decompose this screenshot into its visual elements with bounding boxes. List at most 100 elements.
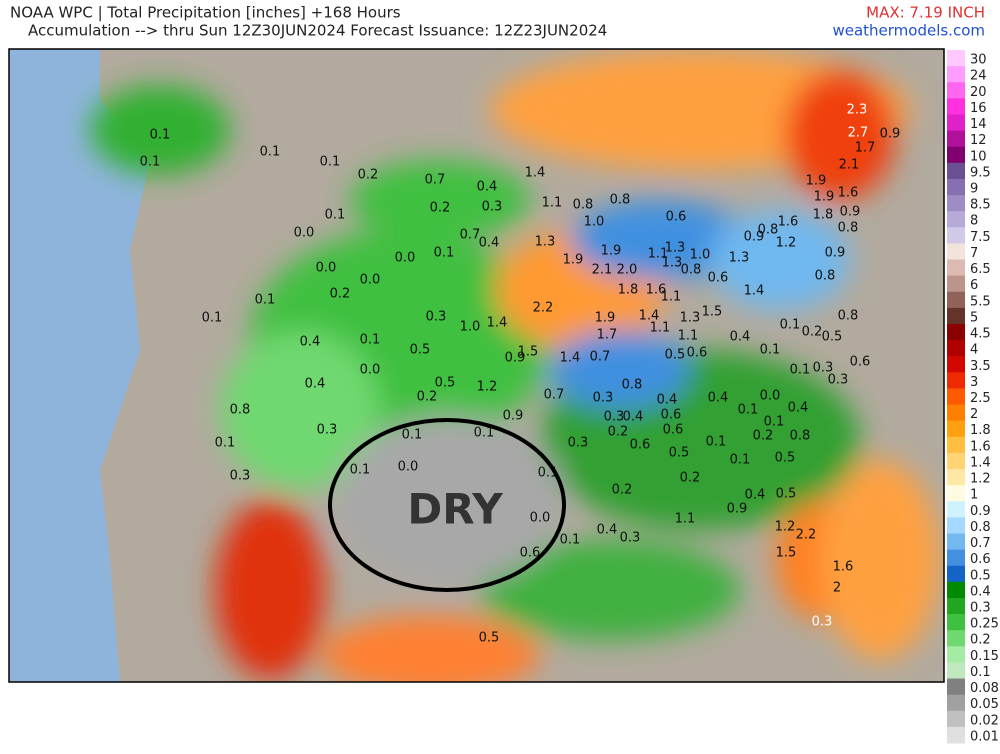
colorbar-swatch bbox=[947, 372, 965, 389]
precip-label: 0.1 bbox=[150, 128, 171, 143]
precip-label: 1.5 bbox=[518, 345, 539, 360]
precip-label: 0.3 bbox=[230, 469, 251, 484]
colorbar-swatch bbox=[947, 66, 965, 83]
colorbar-label: 9.5 bbox=[970, 165, 991, 180]
precip-label: 0.0 bbox=[360, 273, 381, 288]
precip-label: 0.1 bbox=[320, 155, 341, 170]
colorbar-swatch bbox=[947, 50, 965, 67]
colorbar-label: 5.5 bbox=[970, 294, 991, 309]
precip-label: 1.9 bbox=[814, 190, 835, 205]
precip-label: 0.2 bbox=[417, 390, 438, 405]
precip-label: 0.1 bbox=[474, 426, 495, 441]
precip-label: 0.2 bbox=[680, 471, 701, 486]
precip-label: 0.6 bbox=[708, 271, 729, 286]
precip-label: 0.4 bbox=[477, 180, 498, 195]
precip-label: 1.7 bbox=[597, 328, 618, 343]
precip-label: 0.8 bbox=[681, 263, 702, 278]
site-credit: weathermodels.com bbox=[832, 22, 985, 40]
title: NOAA WPC | Total Precipitation [inches] … bbox=[10, 4, 401, 22]
precip-label: 0.5 bbox=[665, 348, 686, 363]
colorbar-label: 0.5 bbox=[970, 568, 991, 583]
map bbox=[9, 49, 944, 682]
colorbar-label: 5 bbox=[970, 310, 978, 325]
precip-label: 0.0 bbox=[360, 363, 381, 378]
precip-label: 1.1 bbox=[542, 196, 563, 211]
precip-label: 0.0 bbox=[294, 226, 315, 241]
precip-label: 0.9 bbox=[825, 246, 846, 261]
colorbar-label: 1.2 bbox=[970, 472, 991, 487]
precip-label: 0.0 bbox=[316, 261, 337, 276]
colorbar-swatch bbox=[947, 114, 965, 132]
precip-label: 2.2 bbox=[533, 301, 554, 316]
precip-label: 1.9 bbox=[595, 311, 616, 326]
precip-label: 2.7 bbox=[848, 126, 869, 141]
colorbar-swatch bbox=[947, 501, 965, 518]
precip-label: 1.1 bbox=[661, 290, 682, 305]
colorbar-swatch bbox=[947, 565, 965, 583]
precip-label: 0.6 bbox=[687, 346, 708, 361]
precip-label: 0.8 bbox=[838, 309, 859, 324]
colorbar-label: 0.15 bbox=[970, 649, 999, 664]
colorbar-swatch bbox=[947, 243, 965, 261]
colorbar-label: 0.6 bbox=[970, 552, 991, 567]
precip-label: 0.5 bbox=[776, 487, 797, 502]
precip-label: 1.9 bbox=[563, 253, 584, 268]
precip-label: 0.2 bbox=[802, 325, 823, 340]
precip-label: 1.7 bbox=[855, 141, 876, 156]
precip-label: 0.6 bbox=[663, 423, 684, 438]
colorbar-swatch bbox=[947, 291, 965, 309]
precip-label: 0.1 bbox=[706, 435, 727, 450]
precip-label: 1.1 bbox=[675, 512, 696, 527]
dry-circle bbox=[328, 418, 566, 592]
colorbar-swatch bbox=[947, 485, 965, 502]
precip-label: 0.9 bbox=[840, 205, 861, 220]
precip-label: 0.1 bbox=[780, 318, 801, 333]
colorbar-swatch bbox=[947, 517, 965, 534]
precip-label: 1.3 bbox=[680, 311, 701, 326]
precip-label: 0.8 bbox=[758, 223, 779, 238]
precip-label: 0.4 bbox=[623, 410, 644, 425]
precip-label: 1.2 bbox=[776, 236, 797, 251]
precip-label: 0.7 bbox=[460, 228, 481, 243]
colorbar-label: 1.8 bbox=[970, 423, 991, 438]
precip-label: 1.5 bbox=[776, 546, 797, 561]
precip-label: 0.8 bbox=[230, 403, 251, 418]
colorbar-swatch bbox=[947, 82, 965, 99]
precip-label: 1.1 bbox=[678, 329, 699, 344]
precip-label: 0.3 bbox=[620, 531, 641, 546]
colorbar-swatch bbox=[947, 98, 965, 115]
precip-label: 2.1 bbox=[592, 263, 613, 278]
precip-label: 0.1 bbox=[738, 403, 759, 418]
precip-label: 0.1 bbox=[760, 343, 781, 358]
precip-label: 0.4 bbox=[479, 236, 500, 251]
colorbar-label: 0.05 bbox=[970, 697, 999, 712]
colorbar-label: 20 bbox=[970, 85, 987, 100]
precip-label: 0.2 bbox=[330, 287, 351, 302]
precip-label: 1.1 bbox=[650, 321, 671, 336]
colorbar-label: 0.7 bbox=[970, 536, 991, 551]
colorbar-swatch bbox=[947, 581, 965, 599]
colorbar-label: 16 bbox=[970, 101, 987, 116]
colorbar-swatch bbox=[947, 630, 965, 647]
precip-label: 0.5 bbox=[775, 451, 796, 466]
precip-label: 0.5 bbox=[410, 343, 431, 358]
precip-label: 0.1 bbox=[730, 453, 751, 468]
precip-label: 0.1 bbox=[790, 363, 811, 378]
precip-label: 0.4 bbox=[305, 377, 326, 392]
precip-label: 0.9 bbox=[503, 409, 524, 424]
colorbar-label: 0.01 bbox=[970, 729, 999, 744]
precip-label: 0.3 bbox=[426, 310, 447, 325]
precip-label: 0.1 bbox=[360, 333, 381, 348]
precip-label: 0.3 bbox=[482, 200, 503, 215]
precip-label: 0.1 bbox=[434, 246, 455, 261]
precip-label: 1.6 bbox=[778, 215, 799, 230]
colorbar-label: 8 bbox=[970, 214, 978, 229]
precip-label: 0.2 bbox=[358, 168, 379, 183]
colorbar-swatch bbox=[947, 388, 965, 406]
precip-label: 2.2 bbox=[796, 528, 817, 543]
precip-label: 2 bbox=[833, 581, 841, 596]
colorbar-swatch bbox=[947, 726, 965, 744]
colorbar-swatch bbox=[947, 533, 965, 551]
colorbar-swatch bbox=[947, 452, 965, 470]
